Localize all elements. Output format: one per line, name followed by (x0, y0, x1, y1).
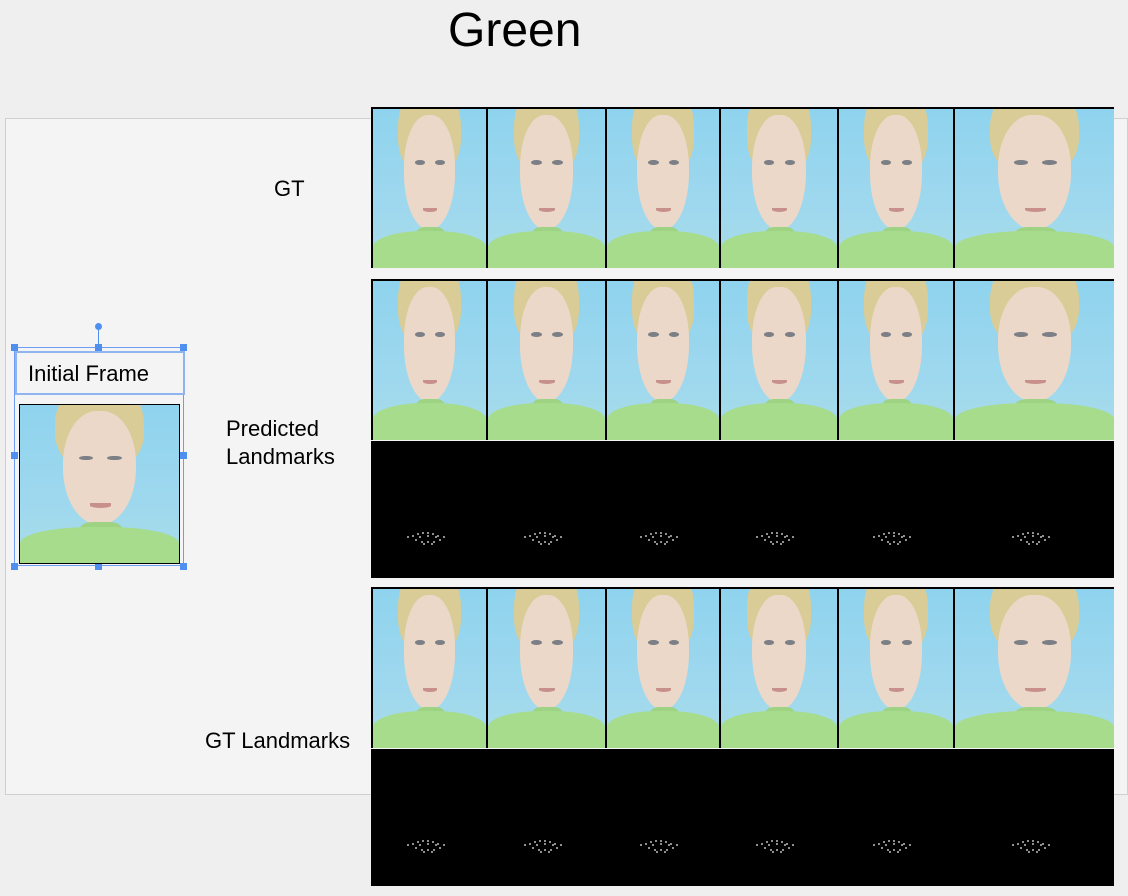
landmark-frame (486, 749, 605, 886)
video-frame (486, 279, 605, 440)
mouth-landmarks (523, 837, 568, 853)
mouth-landmarks (756, 529, 800, 545)
landmark-frame (719, 441, 837, 578)
initial-frame-caption[interactable]: Initial Frame (15, 351, 185, 395)
landmark-frame (486, 441, 605, 578)
gt-landmarks-strip[interactable] (371, 749, 1114, 886)
slide-title[interactable]: Green (448, 4, 582, 57)
video-frame (371, 587, 486, 748)
landmark-frame (953, 749, 1114, 886)
video-frame (837, 107, 953, 268)
landmark-frame (837, 441, 953, 578)
mouth-landmarks (756, 837, 800, 853)
mouth-landmarks (873, 837, 917, 853)
mouth-landmarks (406, 529, 451, 545)
predicted-frames-strip[interactable] (371, 279, 1114, 440)
video-frame (953, 587, 1114, 748)
resize-handle-nw[interactable] (11, 344, 18, 351)
video-frame (605, 107, 719, 268)
video-frame (486, 107, 605, 268)
video-frame (719, 279, 837, 440)
video-frame (837, 279, 953, 440)
resize-handle-ne[interactable] (180, 344, 187, 351)
video-frame (371, 279, 486, 440)
video-frame (719, 587, 837, 748)
mouth-landmarks (406, 837, 451, 853)
landmark-frame (605, 441, 719, 578)
mouth-landmarks (640, 837, 684, 853)
landmark-frame (719, 749, 837, 886)
video-frame (371, 107, 486, 268)
gt-landmarks-label[interactable]: GT Landmarks (205, 728, 351, 753)
resize-handle-sw[interactable] (11, 563, 18, 570)
gt-frames-strip[interactable] (371, 107, 1114, 268)
mouth-landmarks (523, 529, 568, 545)
gt-label[interactable]: GT (274, 176, 305, 201)
landmark-frame (837, 749, 953, 886)
mouth-landmarks (873, 529, 917, 545)
rotation-handle-line (98, 329, 99, 347)
landmark-frame (605, 749, 719, 886)
video-frame (837, 587, 953, 748)
video-frame (605, 587, 719, 748)
mouth-landmarks (640, 529, 684, 545)
video-frame (953, 279, 1114, 440)
resize-handle-w[interactable] (11, 452, 18, 459)
predicted-label-line1: Predicted (226, 416, 319, 441)
initial-frame-image[interactable] (19, 404, 180, 564)
rotation-handle[interactable] (95, 323, 102, 330)
predicted-label-line2: Landmarks (226, 444, 335, 469)
video-frame (605, 279, 719, 440)
predicted-landmarks-label[interactable]: Predicted Landmarks (226, 415, 335, 471)
resize-handle-se[interactable] (180, 563, 187, 570)
video-frame (486, 587, 605, 748)
landmark-frame (953, 441, 1114, 578)
video-frame (719, 107, 837, 268)
gt-landmark-frames-strip[interactable] (371, 587, 1114, 748)
video-frame (953, 107, 1114, 268)
landmark-frame (371, 441, 486, 578)
resize-handle-n[interactable] (95, 344, 102, 351)
mouth-landmarks (1011, 529, 1056, 545)
landmark-frame (371, 749, 486, 886)
resize-handle-s[interactable] (95, 563, 102, 570)
resize-handle-e[interactable] (180, 452, 187, 459)
mouth-landmarks (1011, 837, 1056, 853)
predicted-landmarks-strip[interactable] (371, 441, 1114, 578)
